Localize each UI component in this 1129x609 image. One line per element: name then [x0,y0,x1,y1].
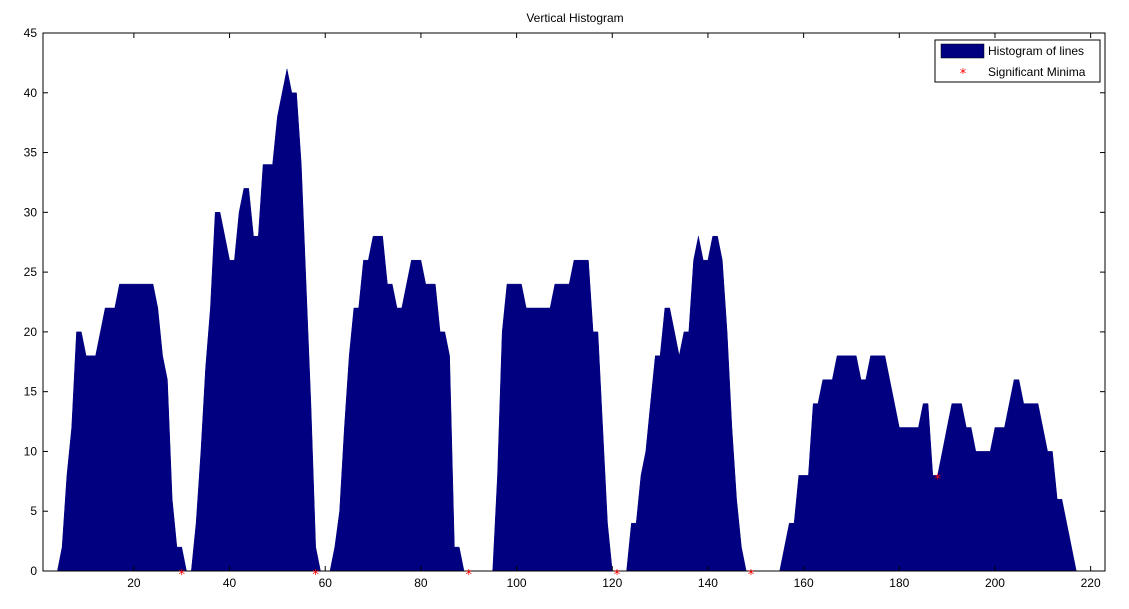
y-tick-label: 15 [24,385,38,399]
x-tick-label: 80 [414,576,428,590]
y-tick-label: 20 [24,325,38,339]
minima-marker: * [312,568,319,583]
legend-label-minima: Significant Minima [988,65,1086,79]
minima-marker: * [466,568,473,583]
y-tick-label: 40 [24,86,38,100]
y-tick-label: 5 [30,504,37,518]
plot-frame [42,32,1106,572]
x-tick-label: 40 [223,576,237,590]
x-tick-label: 160 [794,576,814,590]
axis-ticks: 20 40 60 80 100 120 140 160 180 200 220 0 5 10 15 20 25 3… [24,26,1105,590]
x-tick-label: 120 [602,576,622,590]
x-tick-label: 140 [698,576,718,590]
minima-marker: * [748,568,755,583]
histogram-segment [329,235,465,572]
legend-swatch-histogram [940,43,985,59]
x-tick-label: 180 [889,576,909,590]
histogram-segment [57,283,187,572]
histogram-segment [626,235,747,572]
x-tick-label: 20 [127,576,141,590]
x-tick-label: 200 [985,576,1005,590]
y-tick-label: 25 [24,265,38,279]
minima-marker: * [614,568,621,583]
minima-markers-layer: * * * * * * [178,472,941,583]
y-tick-label: 45 [24,26,38,40]
y-tick-label: 0 [30,564,37,578]
x-tick-label: 220 [1081,576,1101,590]
y-tick-label: 10 [24,444,38,458]
y-tick-label: 35 [24,146,38,160]
minima-marker: * [178,568,185,583]
chart-title: Vertical Histogram [526,11,623,25]
legend-marker-minima: * [960,67,967,82]
legend-label-histogram: Histogram of lines [988,44,1084,58]
y-tick-label: 30 [24,205,38,219]
legend: Histogram of lines * Significant Minima [934,39,1101,83]
histogram-segment [492,259,613,572]
x-tick-label: 60 [319,576,333,590]
histogram-segment [191,68,321,572]
minima-marker: * [934,472,941,487]
histogram-segment [779,355,1077,572]
histogram-area-layer [57,68,1077,572]
x-tick-label: 100 [507,576,527,590]
